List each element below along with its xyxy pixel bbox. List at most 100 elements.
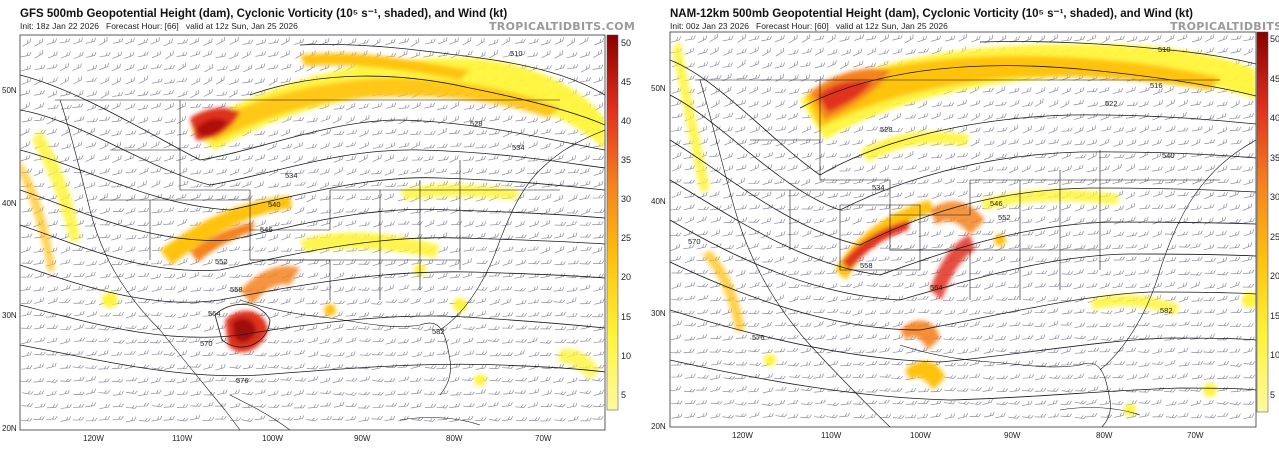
wind-barb	[502, 272, 514, 278]
wind-barb	[761, 113, 772, 120]
wind-barb	[736, 164, 747, 171]
wind-barb	[475, 117, 486, 123]
wind-barb	[190, 193, 201, 201]
wind-barb	[840, 191, 852, 197]
wind-barb	[1139, 86, 1150, 93]
wind-barb	[410, 51, 421, 59]
wind-barb	[242, 364, 254, 370]
wind-barb	[827, 296, 838, 303]
wind-barb	[34, 102, 44, 110]
wind-barb	[1204, 270, 1216, 274]
wind-barb	[138, 418, 151, 422]
wind-barb	[1164, 388, 1176, 393]
wind-barb	[1099, 153, 1111, 158]
wind-barb	[866, 218, 878, 224]
wind-barb	[579, 168, 590, 175]
wind-barb	[722, 388, 735, 393]
wind-barb	[683, 310, 695, 315]
wind-barb	[749, 86, 759, 94]
wind-barb	[398, 169, 409, 176]
wind-barb	[1242, 256, 1253, 262]
wind-barb	[462, 258, 473, 266]
wind-barb	[722, 126, 733, 133]
wind-barb	[762, 47, 771, 57]
wind-barb	[814, 217, 825, 224]
wind-barb	[1022, 322, 1034, 326]
wind-barb	[697, 61, 709, 68]
wind-barb	[566, 390, 577, 397]
wind-barb	[592, 221, 604, 225]
wind-barb	[866, 282, 879, 287]
wind-barb	[228, 89, 238, 98]
wind-barb	[1073, 99, 1085, 106]
wind-barb	[813, 388, 825, 393]
wind-barb	[346, 168, 357, 175]
wind-barb	[671, 126, 683, 132]
wind-barb	[111, 77, 121, 86]
nam-lat-label: 40N	[651, 197, 666, 206]
wind-barb	[332, 377, 344, 383]
wind-barb	[242, 350, 255, 356]
wind-barb	[827, 402, 839, 406]
wind-barb	[267, 64, 279, 70]
wind-barb	[229, 402, 241, 409]
wind-barb	[1152, 256, 1164, 263]
wind-barb	[944, 362, 957, 367]
wind-barb	[1061, 36, 1073, 42]
wind-barb	[592, 246, 603, 254]
wind-barb	[566, 297, 577, 304]
wind-barb	[1125, 86, 1136, 94]
wind-barb	[969, 373, 981, 379]
wind-barb	[60, 246, 71, 254]
wind-barb	[1112, 87, 1123, 94]
wind-barb	[971, 256, 981, 264]
wind-barb	[280, 324, 291, 332]
wind-barb	[905, 230, 917, 236]
wind-barb	[438, 246, 449, 253]
wind-barb	[722, 35, 734, 42]
wind-barb	[840, 205, 852, 211]
wind-barb	[294, 181, 306, 186]
wind-barb	[919, 281, 930, 289]
wind-barb	[1243, 361, 1256, 365]
wind-barb	[787, 256, 798, 264]
wind-barb	[983, 362, 995, 367]
wind-barb	[698, 138, 708, 146]
wind-barb	[670, 36, 681, 43]
wind-barb	[904, 34, 914, 44]
wind-barb	[1034, 243, 1046, 248]
wind-barb	[1073, 231, 1084, 237]
wind-barb	[33, 390, 44, 396]
wind-barb	[775, 270, 787, 275]
wind-barb	[1217, 295, 1228, 302]
wind-barb	[203, 88, 213, 97]
wind-barb	[1034, 98, 1044, 107]
wind-barb	[827, 192, 839, 199]
wind-barb	[1099, 86, 1110, 93]
wind-barb	[411, 221, 423, 225]
wind-barb	[762, 178, 773, 185]
wind-barb	[735, 177, 745, 186]
wind-barb	[1009, 322, 1021, 327]
wind-barb	[1152, 190, 1163, 198]
wind-barb	[111, 193, 121, 201]
nam-coastlines-borders	[695, 79, 1256, 427]
wind-barb	[866, 333, 878, 340]
wind-barb	[385, 142, 396, 150]
wind-barb	[710, 112, 720, 121]
nam-lon-label: 70W	[1187, 431, 1204, 440]
wind-barb	[462, 337, 474, 344]
wind-barb	[774, 62, 785, 69]
wind-barb	[1099, 282, 1110, 289]
wind-barb	[943, 230, 954, 238]
wind-barb	[346, 38, 357, 46]
wind-barb	[853, 60, 864, 68]
wind-barb	[137, 339, 150, 343]
wind-barb	[1191, 88, 1203, 94]
wind-barb	[72, 155, 84, 161]
wind-barb	[553, 403, 566, 408]
wind-barb	[86, 260, 97, 267]
wind-barb	[1060, 283, 1072, 287]
wind-barb	[1191, 126, 1203, 132]
wind-barb	[189, 271, 200, 279]
